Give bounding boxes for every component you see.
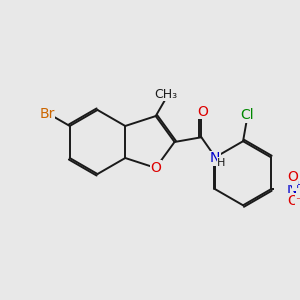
Text: ⁻: ⁻ — [296, 195, 300, 208]
Text: O: O — [287, 194, 298, 208]
Text: H: H — [217, 158, 226, 168]
Text: N: N — [210, 151, 220, 165]
Text: Br: Br — [39, 107, 55, 121]
Text: CH₃: CH₃ — [154, 88, 178, 101]
Text: O: O — [197, 105, 208, 118]
Text: O: O — [150, 161, 161, 175]
Text: O: O — [287, 170, 298, 184]
Text: N: N — [287, 182, 297, 196]
Text: +: + — [293, 180, 300, 190]
Text: Cl: Cl — [241, 108, 254, 122]
